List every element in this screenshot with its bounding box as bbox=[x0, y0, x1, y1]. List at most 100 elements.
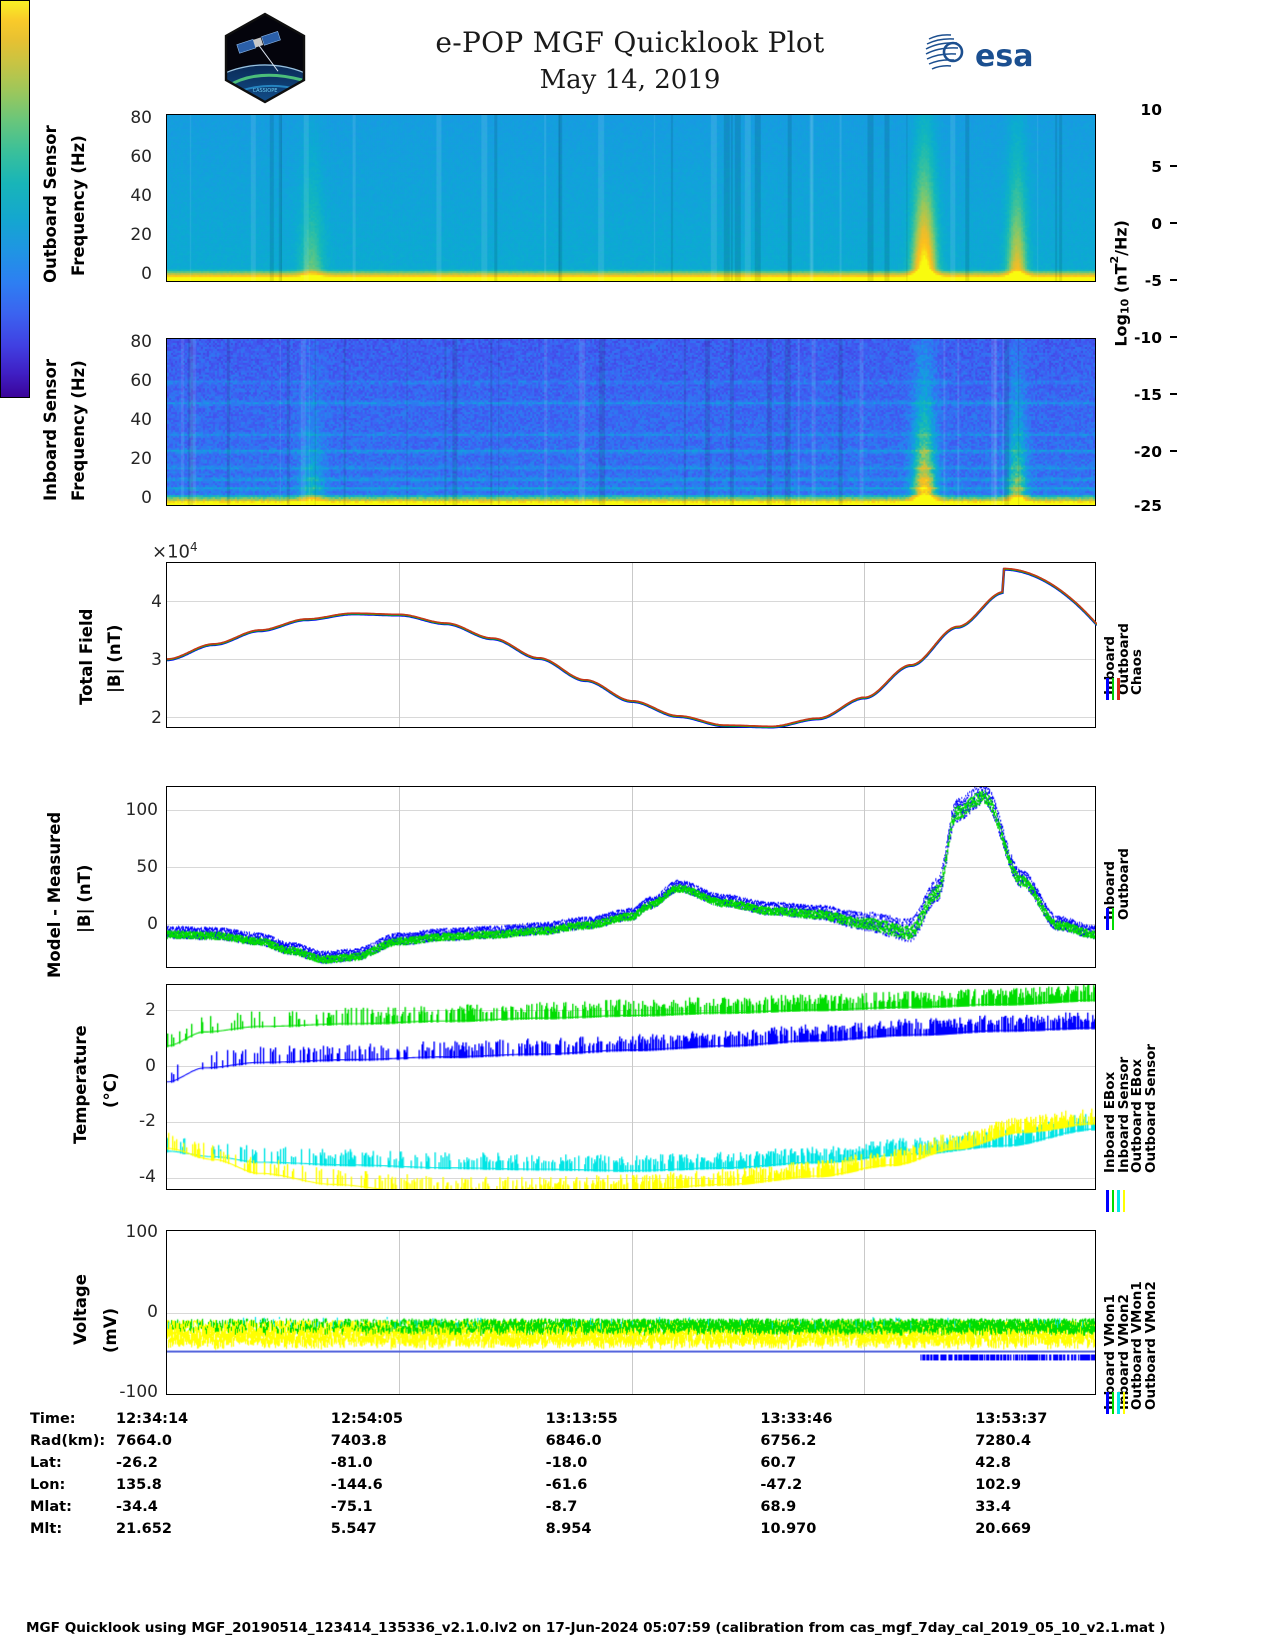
voltage-legend-swatches bbox=[1106, 1392, 1125, 1414]
temperature-ylabel-1: Temperature bbox=[71, 1025, 90, 1145]
model-measured-legend: Inboard Outboard bbox=[1102, 810, 1132, 920]
legend-swatch-inboard-vmon1 bbox=[1106, 1392, 1109, 1414]
legend-swatch-outboard-ebox bbox=[1117, 1190, 1120, 1212]
cell-mlt-2: 8.954 bbox=[545, 1521, 592, 1537]
model-measured-ytick-0: 0 bbox=[147, 914, 158, 934]
cell-mlat-3: 68.9 bbox=[760, 1499, 797, 1515]
cell-time-2: 13:13:55 bbox=[545, 1411, 618, 1427]
temperature-legend: Inboard EBox Inboard Sensor Outboard EBo… bbox=[1102, 1005, 1159, 1173]
cell-lon-4: 102.9 bbox=[975, 1477, 1022, 1493]
temperature-traces bbox=[167, 985, 1095, 1189]
cell-lat-4: 42.8 bbox=[975, 1455, 1011, 1471]
cell-lon-0: 135.8 bbox=[116, 1477, 162, 1493]
cell-time-3: 13:33:46 bbox=[760, 1411, 833, 1427]
cell-mlt-3: 10.970 bbox=[760, 1521, 817, 1537]
cbar-tickmark-m15 bbox=[1170, 393, 1177, 395]
table-row: Lat: -26.2 -81.0 -18.0 60.7 42.8 bbox=[30, 1452, 1190, 1474]
cell-rad-2: 6846.0 bbox=[545, 1433, 602, 1449]
page-title: e-POP MGF Quicklook Plot bbox=[435, 26, 825, 59]
total-field-legend-swatches bbox=[1106, 678, 1120, 700]
cell-rad-4: 7280.4 bbox=[975, 1433, 1032, 1449]
cell-lat-1: -81.0 bbox=[330, 1455, 373, 1471]
outboard-spectrogram-image bbox=[167, 115, 1095, 281]
cbar-tickmark-m5 bbox=[1170, 279, 1177, 281]
outboard-ytick-40: 40 bbox=[130, 186, 152, 206]
voltage-legend: Inboard VMon1 Inboard VMon2 Outboard VMo… bbox=[1102, 1240, 1159, 1410]
temperature-ytick-m2: -2 bbox=[139, 1111, 156, 1131]
cell-rad-3: 6756.2 bbox=[760, 1433, 817, 1449]
outboard-spectrogram-ylabel-1: Outboard Sensor bbox=[41, 125, 60, 284]
vgridline bbox=[632, 563, 633, 727]
total-field-legend: Inboard Outboard Chaos bbox=[1102, 555, 1145, 695]
legend-swatch-outboard-vmon1 bbox=[1117, 1392, 1120, 1414]
inboard-spectrogram-image bbox=[167, 339, 1095, 505]
vgridline bbox=[864, 563, 865, 727]
cell-time-0: 12:34:14 bbox=[116, 1411, 189, 1427]
temperature-legend-item-3: Outboard Sensor bbox=[1142, 1043, 1159, 1173]
cell-lon-1: -144.6 bbox=[330, 1477, 383, 1493]
page-subtitle: May 14, 2019 bbox=[539, 65, 721, 95]
temperature-legend-swatches bbox=[1106, 1190, 1125, 1212]
row-label-mlat: Mlat: bbox=[30, 1499, 72, 1515]
cbar-tick-m5: -5 bbox=[1144, 272, 1162, 290]
legend-swatch-outboard-vmon2 bbox=[1122, 1392, 1125, 1414]
cbar-tickmark-0 bbox=[1170, 222, 1177, 224]
inboard-ytick-0: 0 bbox=[141, 488, 152, 508]
cbar-tick-5: 5 bbox=[1151, 158, 1162, 176]
voltage-ytick-0: 0 bbox=[147, 1302, 158, 1322]
table-row: Rad(km): 7664.0 7403.8 6846.0 6756.2 728… bbox=[30, 1430, 1190, 1452]
table-row: Mlt: 21.652 5.547 8.954 10.970 20.669 bbox=[30, 1518, 1190, 1540]
esa-wordmark: esa bbox=[975, 39, 1033, 74]
model-measured-legend-swatches bbox=[1106, 908, 1114, 930]
cell-time-4: 13:53:37 bbox=[975, 1411, 1048, 1427]
outboard-spectrogram-plot bbox=[166, 114, 1096, 282]
inboard-ytick-80: 80 bbox=[130, 332, 152, 352]
cell-mlt-1: 5.547 bbox=[330, 1521, 377, 1537]
colorbar bbox=[0, 0, 30, 398]
cbar-tick-m10: -10 bbox=[1133, 329, 1162, 347]
cell-lat-3: 60.7 bbox=[760, 1455, 797, 1471]
legend-swatch-outboard-sensor bbox=[1122, 1190, 1125, 1212]
cell-mlat-4: 33.4 bbox=[975, 1499, 1011, 1515]
model-measured-traces bbox=[167, 787, 1095, 967]
cell-mlt-4: 20.669 bbox=[975, 1521, 1032, 1537]
temperature-ytick-0: 0 bbox=[145, 1056, 156, 1076]
row-label-mlt: Mlt: bbox=[30, 1521, 63, 1537]
voltage-ytick-m100: -100 bbox=[119, 1382, 158, 1402]
inboard-ytick-20: 20 bbox=[130, 449, 152, 469]
cell-lon-3: -47.2 bbox=[760, 1477, 803, 1493]
legend-swatch-chaos bbox=[1117, 678, 1120, 700]
cbar-tick-10: 10 bbox=[1140, 101, 1162, 119]
cbar-tick-m25: -25 bbox=[1133, 497, 1162, 515]
total-field-traces bbox=[167, 567, 1097, 729]
title-block: e-POP MGF Quicklook Plot May 14, 2019 bbox=[330, 26, 930, 95]
model-measured-plot bbox=[166, 786, 1096, 968]
row-label-lon: Lon: bbox=[30, 1477, 66, 1493]
inboard-spectrogram-ylabel-2: Frequency (Hz) bbox=[69, 360, 88, 502]
total-field-ytick-4: 4 bbox=[151, 592, 162, 612]
legend-swatch-inboard-ebox bbox=[1106, 1190, 1109, 1212]
svg-text:CASSIOPE: CASSIOPE bbox=[253, 88, 278, 94]
model-measured-ytick-50: 50 bbox=[136, 857, 158, 877]
outboard-ytick-20: 20 bbox=[130, 225, 152, 245]
temperature-ytick-2: 2 bbox=[145, 1000, 156, 1020]
outboard-ytick-0: 0 bbox=[141, 264, 152, 284]
table-row: Lon: 135.8 -144.6 -61.6 -47.2 102.9 bbox=[30, 1474, 1190, 1496]
cell-mlat-2: -8.7 bbox=[545, 1499, 578, 1515]
voltage-legend-item-3: Outboard VMon2 bbox=[1142, 1281, 1159, 1410]
gridline bbox=[167, 659, 1095, 660]
cbar-tick-0: 0 bbox=[1151, 215, 1162, 233]
cell-mlat-1: -75.1 bbox=[330, 1499, 373, 1515]
row-label-lat: Lat: bbox=[30, 1455, 62, 1471]
inboard-ytick-60: 60 bbox=[130, 371, 152, 391]
footer-provenance: MGF Quicklook using MGF_20190514_123414_… bbox=[26, 1620, 1166, 1636]
temperature-ytick-m4: -4 bbox=[139, 1167, 156, 1187]
cbar-tickmark-m20 bbox=[1170, 450, 1177, 452]
voltage-traces bbox=[167, 1231, 1095, 1394]
cell-time-1: 12:54:05 bbox=[330, 1411, 403, 1427]
gridline bbox=[167, 717, 1095, 718]
total-field-ylabel-1: Total Field bbox=[77, 608, 96, 706]
total-field-ytick-2: 2 bbox=[151, 708, 162, 728]
inboard-spectrogram-ylabel-1: Inboard Sensor bbox=[41, 359, 60, 501]
legend-swatch-inboard bbox=[1106, 908, 1109, 930]
